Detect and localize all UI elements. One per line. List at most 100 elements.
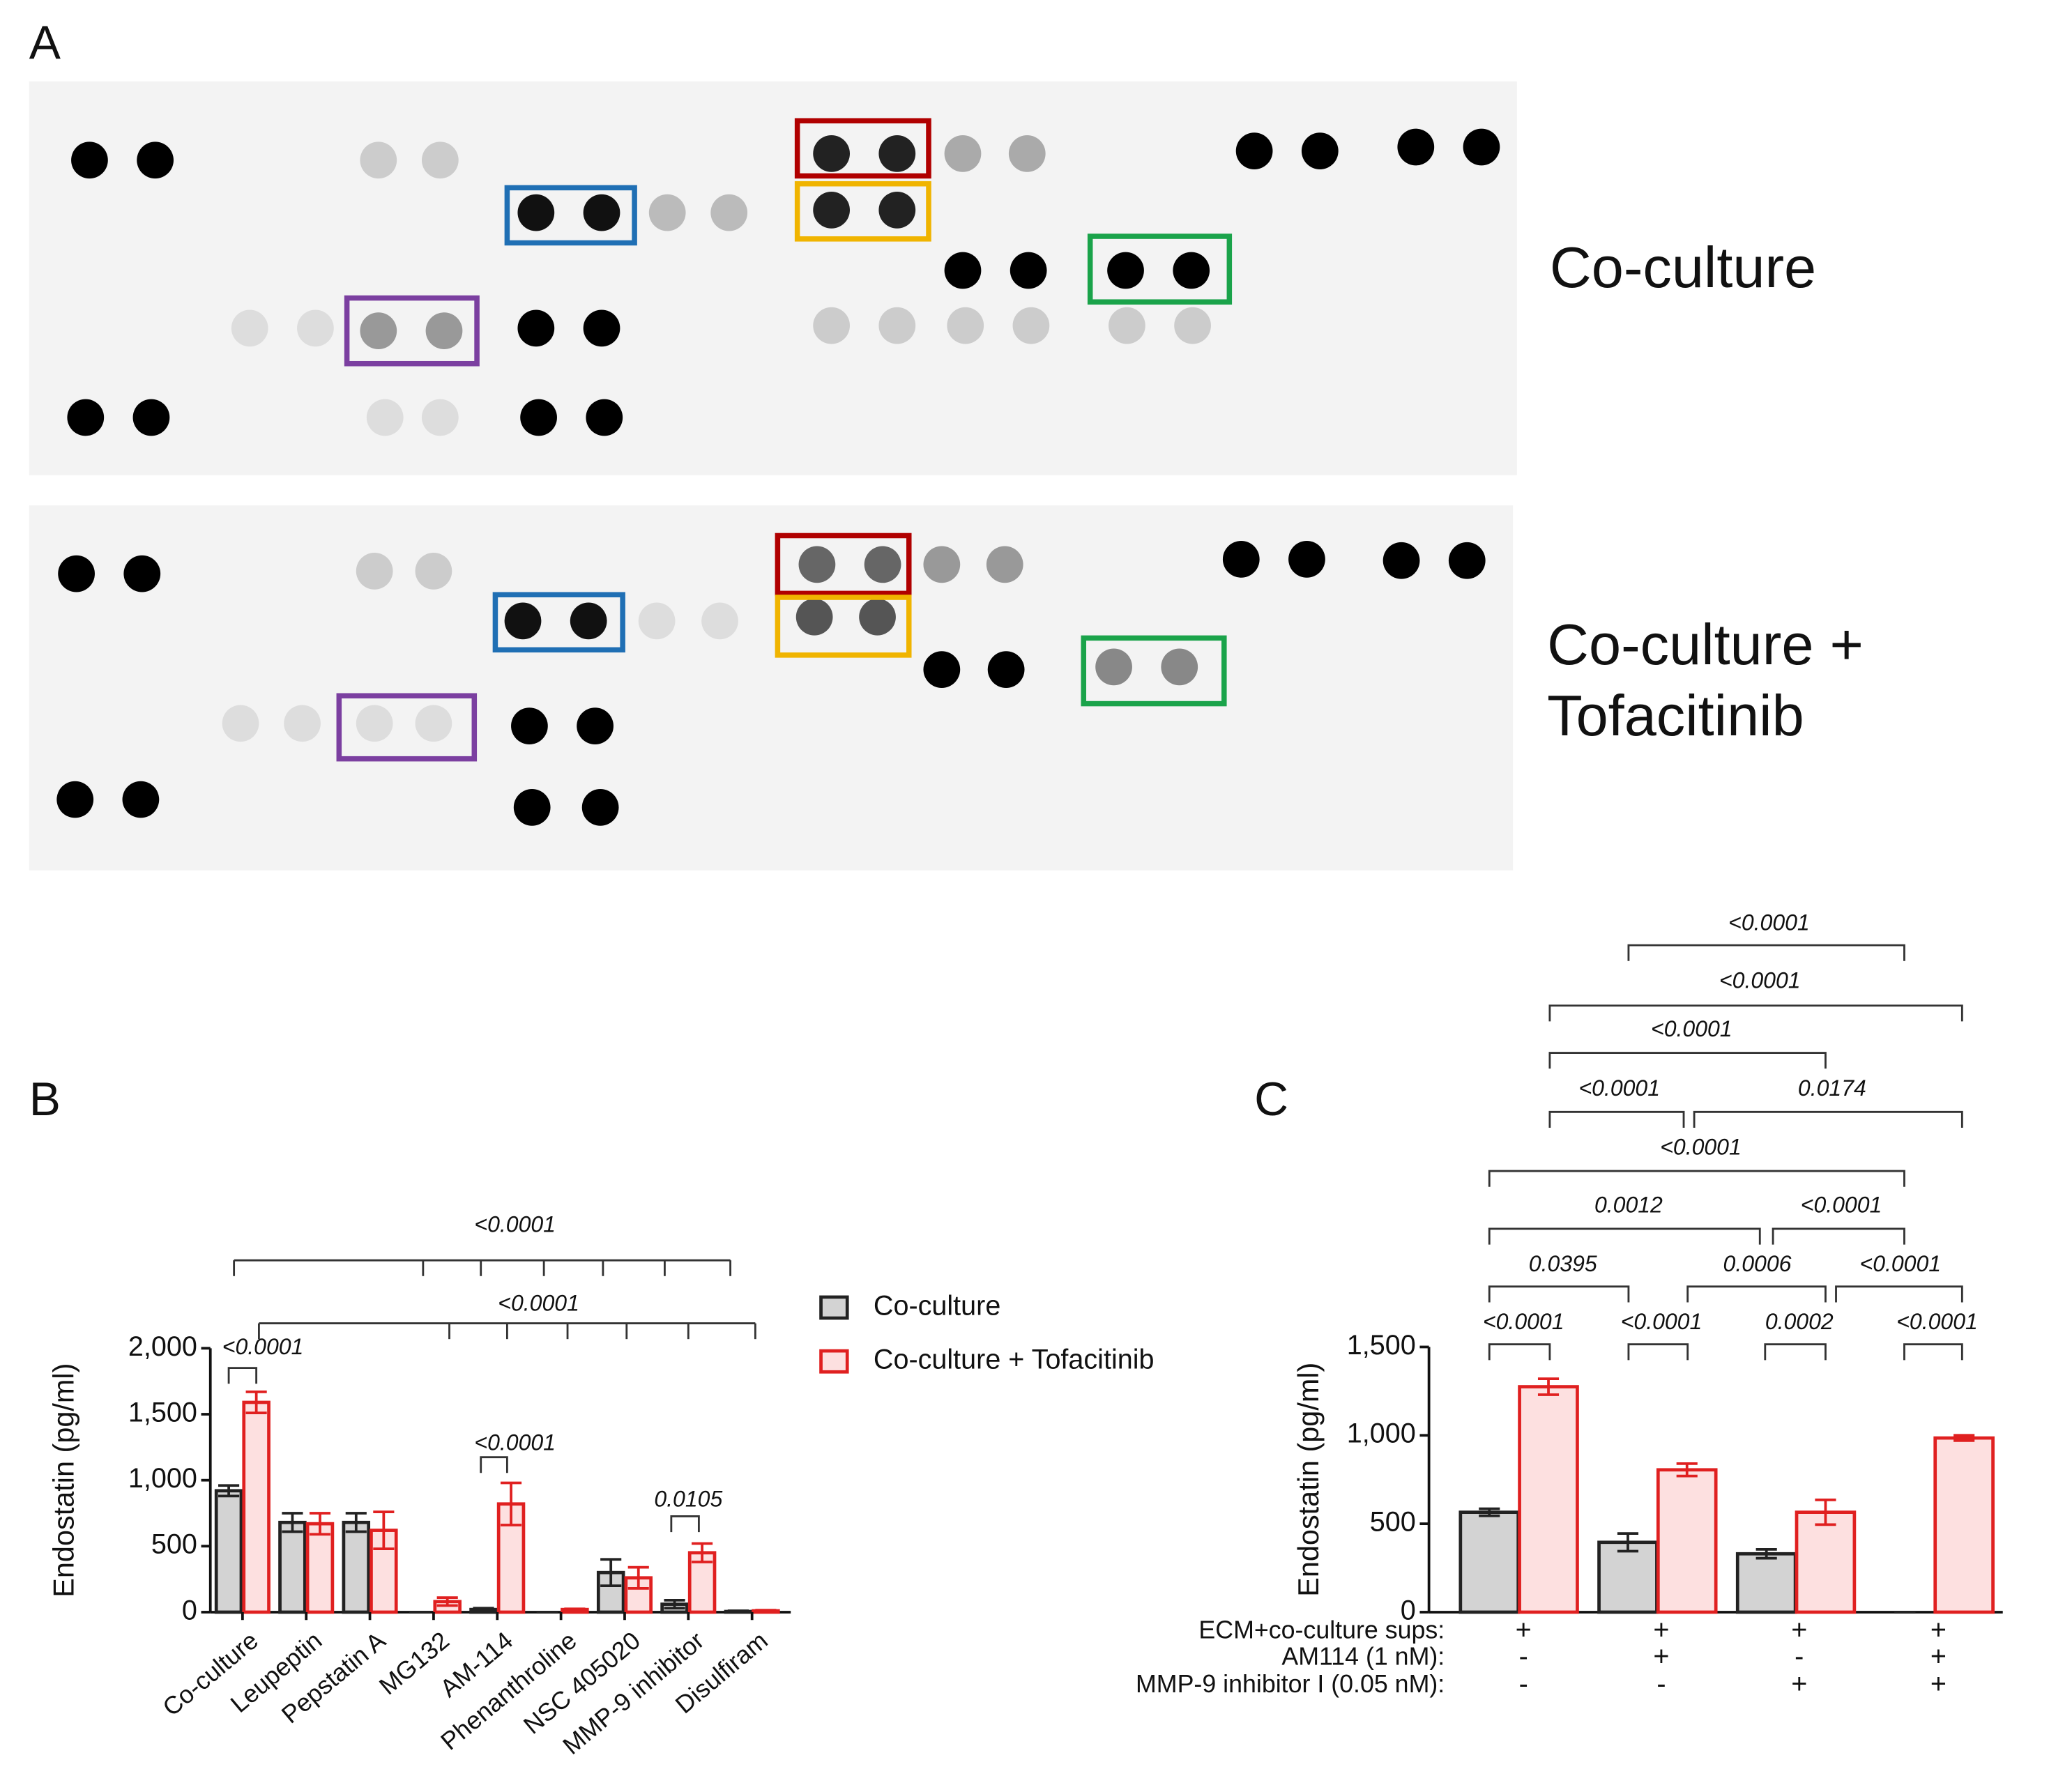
blot-dot — [421, 141, 459, 179]
blot-dot — [581, 788, 619, 826]
blot-dot — [1301, 132, 1339, 169]
bracket — [1772, 1227, 1905, 1245]
blot-dot — [878, 307, 916, 344]
blot-dot — [56, 781, 94, 818]
blot-dot — [1095, 648, 1132, 686]
y-tick-label: 1,000 — [128, 1463, 197, 1494]
blot-dot — [923, 651, 961, 688]
bar — [214, 1489, 243, 1614]
blot-dot — [1222, 541, 1260, 578]
error-bar — [1755, 1548, 1777, 1560]
y-tick-label: 1,500 — [128, 1397, 197, 1427]
y-tick-label: 2,000 — [128, 1331, 197, 1362]
blot-dot — [577, 707, 614, 744]
bracket — [480, 1456, 508, 1473]
y-tick-label: 0 — [182, 1595, 197, 1625]
blot-dot — [944, 135, 982, 172]
error-bar — [473, 1607, 494, 1612]
blot-dot — [1174, 307, 1211, 344]
blot-dot — [415, 705, 452, 742]
bracket — [227, 1367, 258, 1384]
blot-dot — [58, 555, 95, 592]
row-label: Co-culture + Tofacitinib — [1547, 613, 1864, 749]
blot-dot — [360, 141, 397, 179]
blot-dot — [356, 552, 393, 590]
highlight-box — [492, 592, 625, 653]
error-bar — [1953, 1434, 1975, 1442]
blot-dots — [56, 118, 1500, 826]
error-bar — [600, 1558, 622, 1587]
blot-dot — [425, 312, 463, 350]
bar — [278, 1520, 307, 1614]
blot-dot — [878, 135, 916, 172]
blot-dot — [366, 399, 404, 436]
y-axis-title: Endostatin (pg/ml) — [47, 1363, 79, 1598]
blot-dot — [421, 399, 459, 436]
significance-label: <0.0001 — [1578, 1075, 1660, 1101]
y-tick-label: 500 — [151, 1529, 197, 1560]
error-bar — [692, 1542, 713, 1563]
error-bar — [500, 1481, 522, 1526]
y-axis-title: Endostatin (pg/ml) — [1292, 1363, 1325, 1597]
bracket — [1835, 1285, 1963, 1303]
significance-label: <0.0001 — [1621, 1309, 1703, 1334]
blot-dot — [1109, 307, 1145, 344]
error-bar — [373, 1510, 395, 1550]
bracket — [1548, 1004, 1963, 1022]
bracket — [1693, 1110, 1963, 1128]
blot-dot — [1173, 252, 1210, 289]
blot-dot — [517, 309, 555, 347]
blot-dot — [504, 602, 542, 640]
legend-swatch — [819, 1295, 849, 1320]
bar — [342, 1520, 371, 1614]
significance-label: 0.0012 — [1594, 1192, 1663, 1217]
highlight-box — [775, 533, 912, 597]
blot-dot — [813, 307, 850, 344]
significance-label: <0.0001 — [1483, 1309, 1564, 1334]
blot-dot — [1397, 128, 1435, 166]
blot-dot — [813, 191, 850, 229]
blot-dot — [284, 705, 321, 742]
blot-dot — [360, 312, 397, 350]
y-tick-label: 1,000 — [1347, 1418, 1416, 1449]
error-bar — [755, 1609, 777, 1613]
blot-dot — [415, 552, 452, 590]
condition-value: + — [1653, 1615, 1669, 1646]
condition-value: + — [1791, 1615, 1807, 1646]
significance-label: <0.0001 — [474, 1430, 556, 1455]
blot-dot — [570, 602, 607, 640]
blot-dot — [1161, 648, 1198, 686]
blot-dot — [986, 546, 1023, 583]
significance-label: <0.0001 — [1801, 1192, 1882, 1217]
significance-label: <0.0001 — [1860, 1251, 1942, 1276]
bracket — [1903, 1343, 1963, 1361]
condition-value: + — [1653, 1641, 1669, 1671]
panel-label: C — [1254, 1073, 1288, 1126]
blot-dot — [701, 602, 738, 640]
bracket — [670, 1515, 700, 1533]
legend-label: Co-culture — [874, 1290, 1000, 1321]
highlight-box — [1087, 233, 1233, 305]
significance-label: <0.0001 — [474, 1212, 556, 1237]
blot-dot — [1107, 252, 1144, 289]
blot-dot — [1288, 541, 1325, 578]
bar — [242, 1400, 271, 1614]
blot-dot — [231, 309, 268, 347]
blot-dot — [520, 399, 557, 436]
blot-dot — [813, 135, 850, 172]
blot-dot — [864, 546, 901, 583]
condition-value: - — [1519, 1669, 1528, 1699]
bracket — [1627, 944, 1905, 961]
condition-value: - — [1795, 1641, 1804, 1671]
error-bar — [1676, 1462, 1698, 1478]
bracket — [1488, 1343, 1551, 1361]
legend-label: Co-culture + Tofacitinib — [874, 1345, 1155, 1375]
bar — [1656, 1468, 1718, 1614]
error-bar — [564, 1607, 586, 1612]
highlight-box — [504, 185, 637, 246]
blot-dot — [137, 141, 174, 179]
blot-dot — [123, 555, 161, 592]
significance-label: 0.0174 — [1798, 1075, 1866, 1101]
y-tick-label: 500 — [1370, 1507, 1416, 1538]
